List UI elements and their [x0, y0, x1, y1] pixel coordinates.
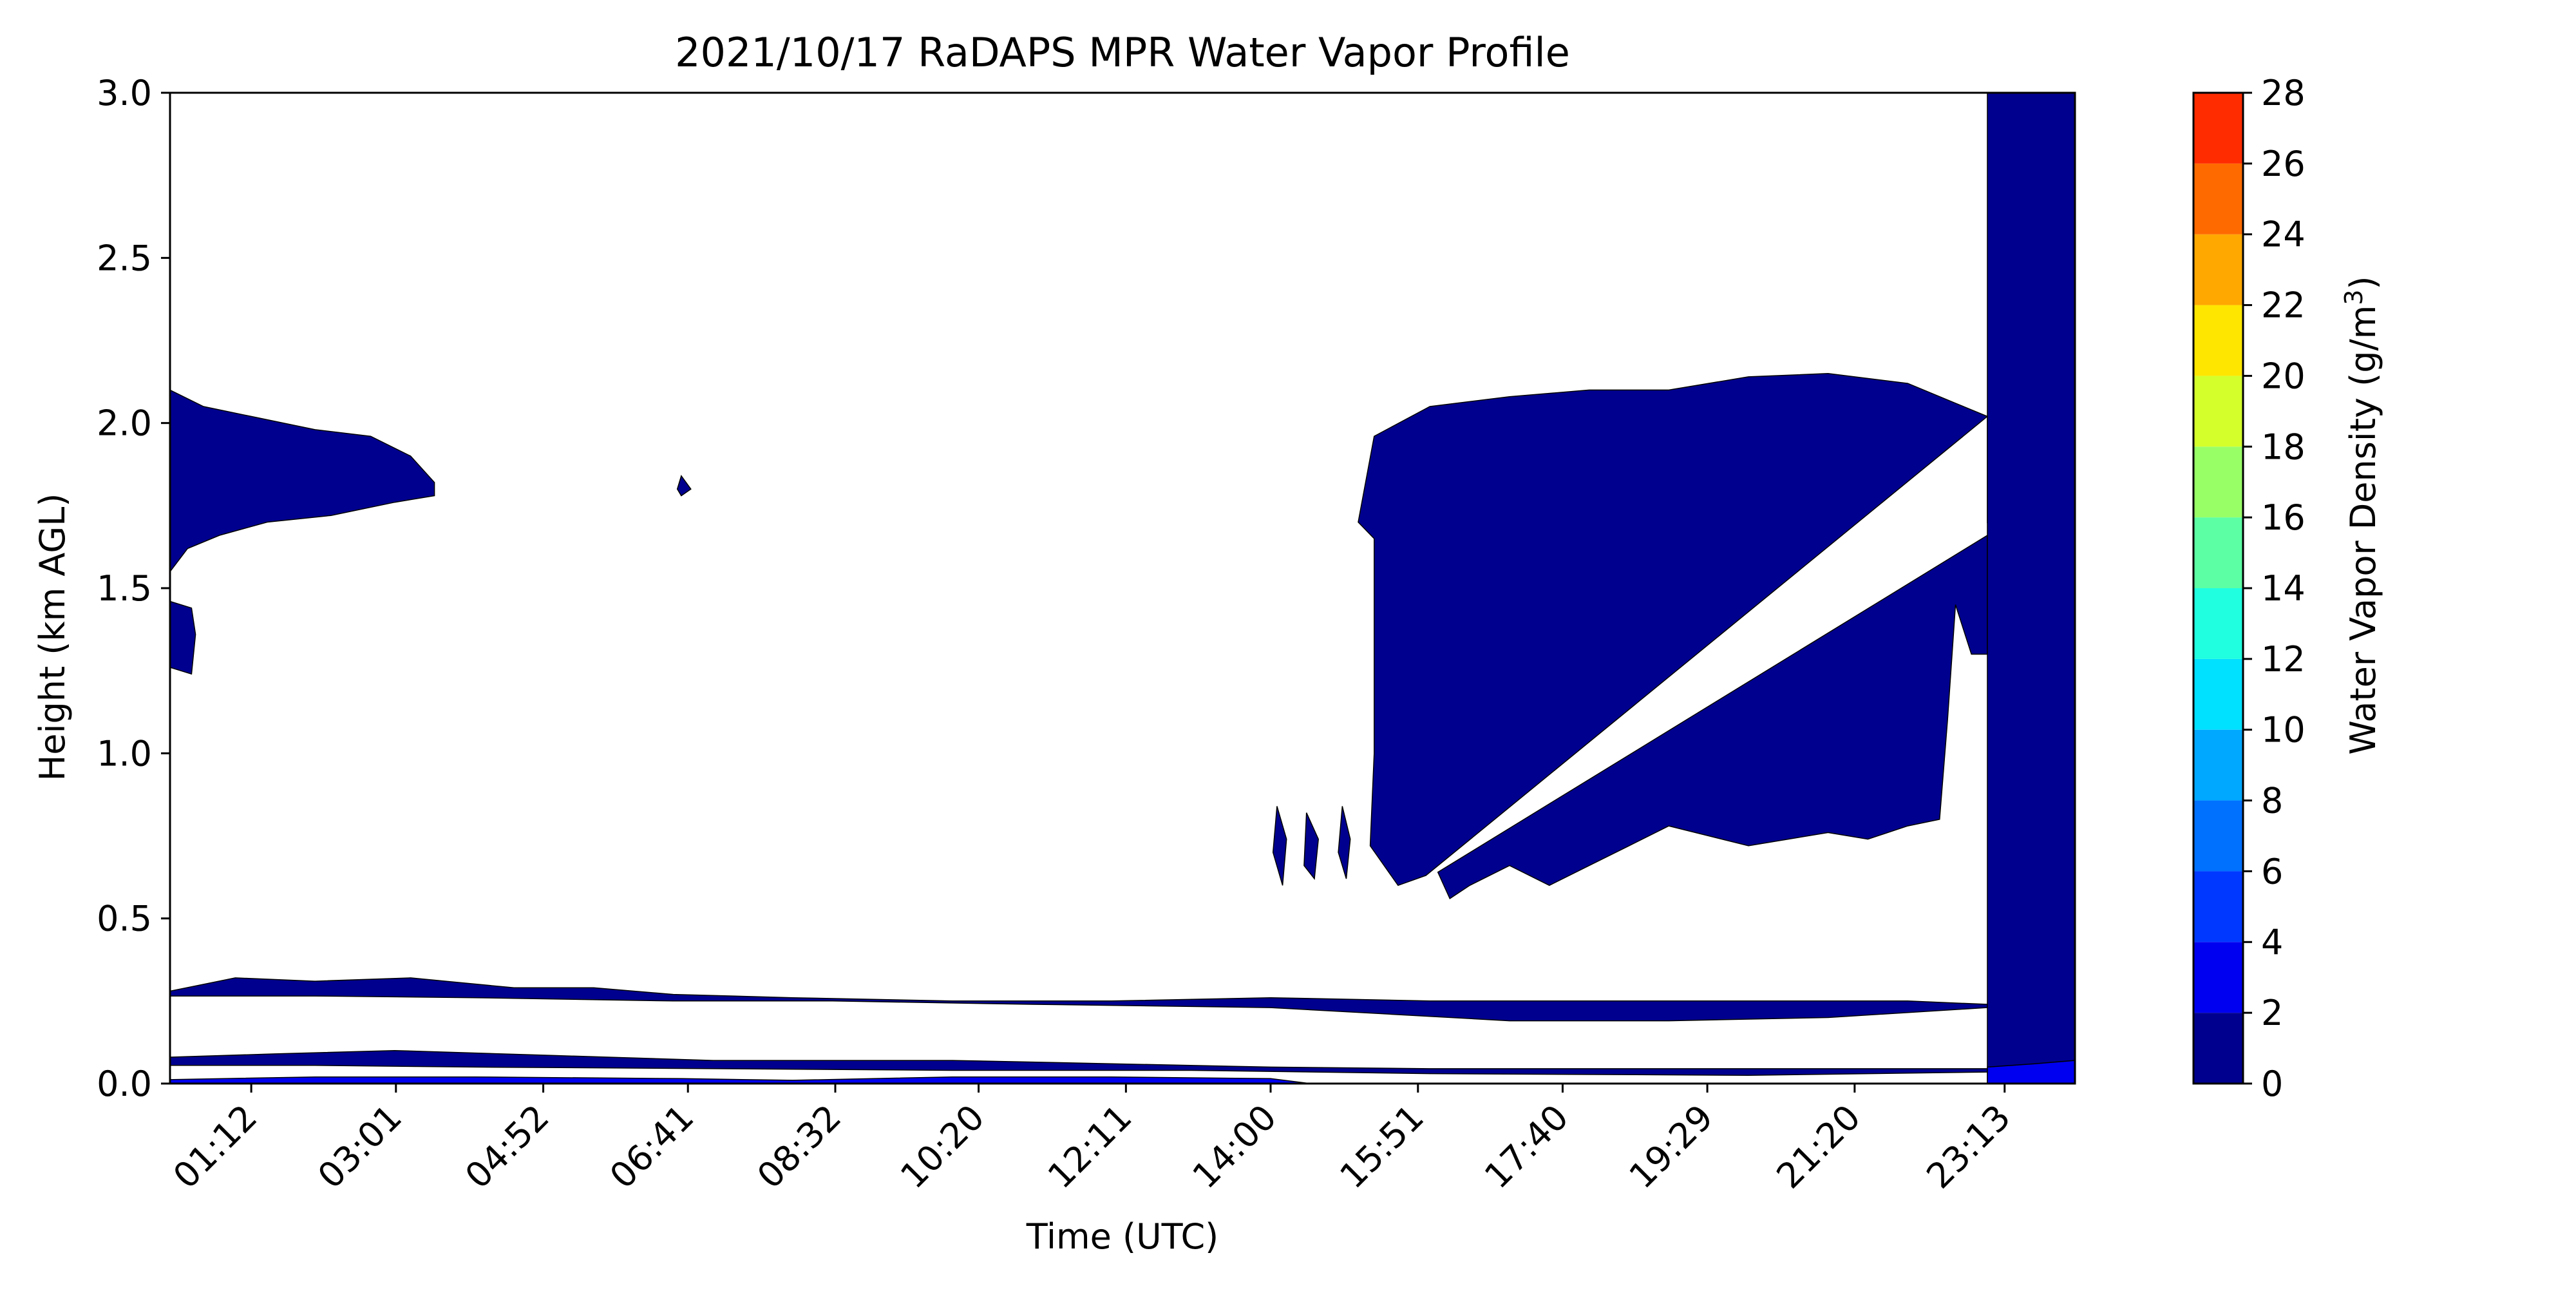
colorbar-tick-label: 10 [2261, 710, 2306, 751]
x-tick-label: 21:20 [1768, 1097, 1868, 1197]
contour-region-band-upper [169, 977, 1988, 1022]
contour-region-band-surface [169, 1076, 1311, 1084]
plot-frame [169, 91, 2076, 1085]
x-tick-label: 17:40 [1477, 1097, 1577, 1197]
x-tick-label: 12:11 [1040, 1097, 1140, 1197]
x-tick-label: 10:20 [893, 1097, 992, 1197]
contour-region-band-lower [169, 1049, 1988, 1076]
y-axis: 0.0 0.5 1.0 1.5 2.0 2.5 3.0 [97, 73, 170, 1104]
x-axis: 01:12 03:01 04:52 06:41 08:32 10:20 12:11 14:00… [166, 1084, 2018, 1196]
colorbar-tick-label: 6 [2261, 851, 2283, 892]
colorbar-segment [2193, 942, 2243, 1013]
chart-title: 2021/10/17 RaDAPS MPR Water Vapor Profil… [675, 29, 1570, 76]
colorbar-tick-label: 8 [2261, 781, 2283, 821]
colorbar-label: Water Vapor Density (g/m3) [2340, 276, 2383, 754]
colorbar-tick-label: 18 [2261, 426, 2306, 467]
colorbar-segment [2193, 305, 2243, 376]
contour-region-blob-1 [1303, 812, 1319, 881]
colorbar-segment [2193, 1013, 2243, 1084]
y-tick-label: 1.5 [97, 568, 152, 609]
y-tick-label: 1.0 [97, 733, 152, 774]
y-tick-label: 0.0 [97, 1064, 152, 1104]
colorbar-segment [2193, 93, 2243, 164]
colorbar-segment [2193, 163, 2243, 234]
colorbar-tick-label: 12 [2261, 639, 2306, 680]
colorbar-segment [2193, 729, 2243, 801]
contour-region-large-region-afternoon [1358, 373, 1989, 886]
y-tick-label: 2.0 [97, 403, 152, 444]
colorbar-unit-close: ) [2343, 276, 2383, 289]
colorbar-segment [2193, 658, 2243, 730]
colorbar-tick-label: 22 [2261, 285, 2306, 326]
y-tick-label: 3.0 [97, 73, 152, 113]
colorbar-tick-label: 28 [2261, 73, 2306, 113]
colorbar-unit-superscript: 3 [2340, 289, 2368, 305]
colorbar-tick-label: 2 [2261, 993, 2283, 1033]
colorbar-segment [2193, 446, 2243, 518]
contour-region-small-blob-early [169, 600, 196, 675]
colorbar-tick-label: 4 [2261, 922, 2283, 962]
colorbar-label-text: Water Vapor Density [2343, 397, 2383, 755]
colorbar-segment [2193, 517, 2243, 588]
colorbar-segment [2193, 234, 2243, 305]
colorbar-unit: (g/m [2343, 305, 2383, 387]
colorbar-segment [2193, 376, 2243, 447]
y-axis-label: Height (km AGL) [32, 493, 73, 781]
x-tick-label: 04:52 [457, 1097, 557, 1197]
x-tick-label: 23:13 [1918, 1097, 2018, 1197]
colorbar-segment [2193, 871, 2243, 942]
x-tick-label: 14:00 [1185, 1097, 1285, 1197]
contour-region-blob-2 [1338, 806, 1351, 879]
contour-region-lower-wedge-afternoon [1437, 534, 1988, 900]
colorbar-tick-label: 0 [2261, 1064, 2283, 1104]
x-tick-label: 08:32 [750, 1097, 849, 1197]
colorbar-tick-label: 20 [2261, 356, 2306, 396]
x-tick-label: 01:12 [166, 1097, 265, 1197]
contour-region-right-column [1987, 92, 2076, 1084]
contour-region-speck [676, 475, 692, 497]
x-tick-label: 19:29 [1622, 1097, 1721, 1197]
colorbar-tick-label: 16 [2261, 497, 2306, 538]
x-tick-label: 15:51 [1332, 1097, 1432, 1197]
x-axis-label: Time (UTC) [1026, 1216, 1219, 1257]
colorbar-segment [2193, 800, 2243, 872]
contour-region-blob-3 [1272, 806, 1287, 886]
contour-region-upper-layer-early [169, 389, 435, 573]
x-tick-label: 03:01 [310, 1097, 410, 1197]
colorbar-tick-label: 26 [2261, 144, 2306, 184]
plot-area [169, 91, 2076, 1085]
y-tick-label: 0.5 [97, 899, 152, 939]
y-tick-label: 2.5 [97, 238, 152, 278]
colorbar-segment [2193, 588, 2243, 659]
x-tick-label: 06:41 [602, 1097, 702, 1197]
colorbar-tick-label: 14 [2261, 568, 2306, 609]
colorbar-tick-label: 24 [2261, 215, 2306, 255]
